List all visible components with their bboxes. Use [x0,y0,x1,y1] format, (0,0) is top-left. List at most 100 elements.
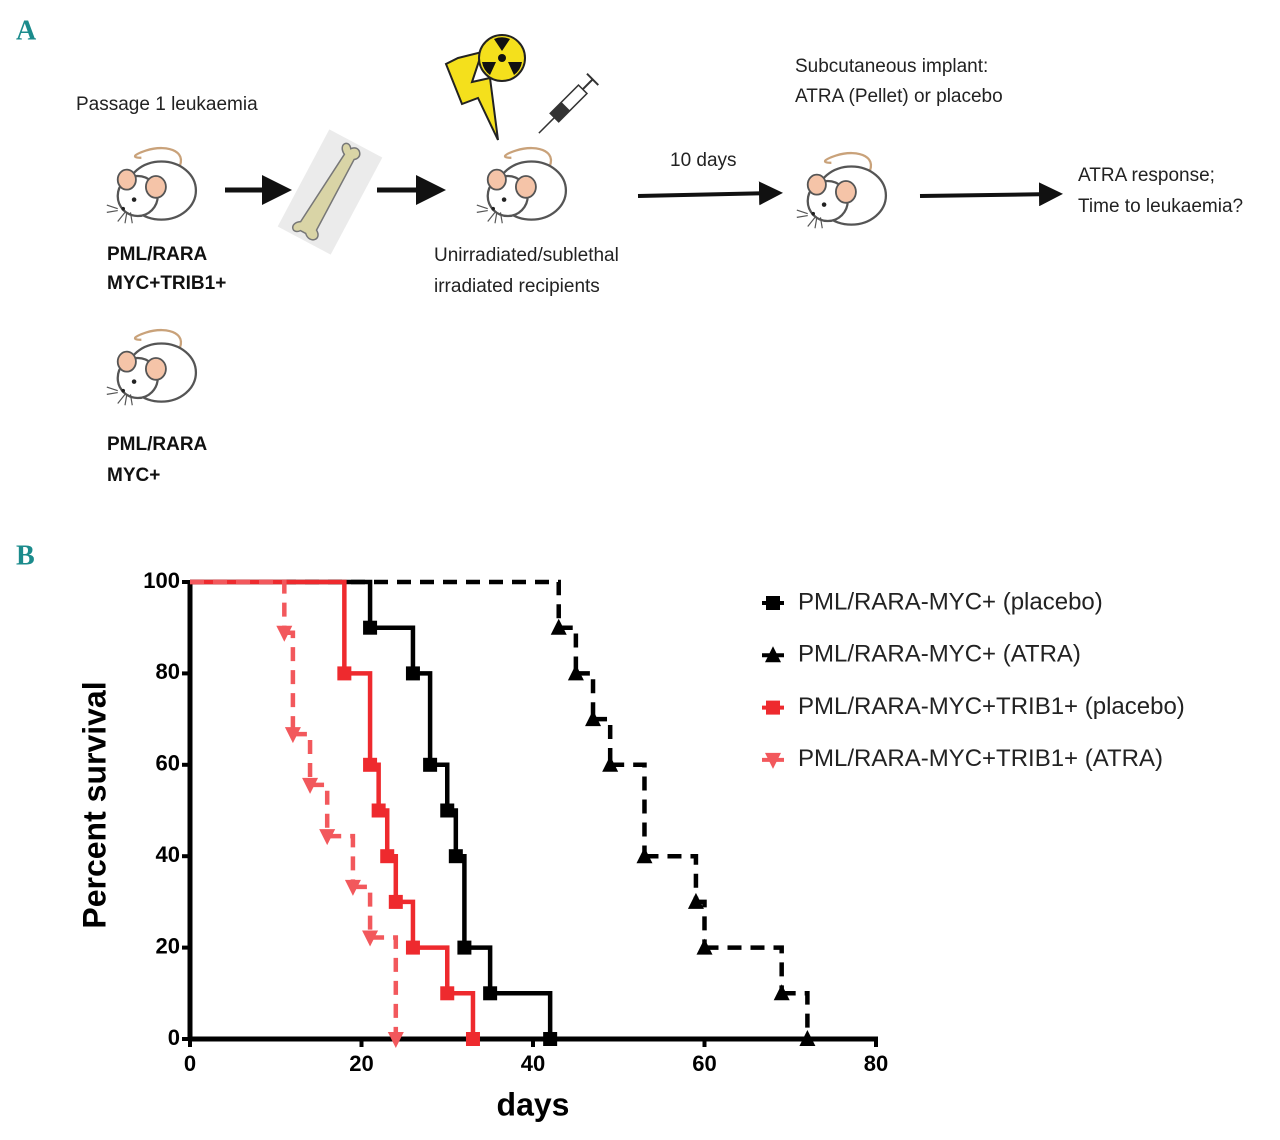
marker [363,620,378,635]
label: ATRA (Pellet) or placebo [795,86,1003,107]
label: Passage 1 leukaemia [76,94,258,115]
mouse-icon [475,146,568,225]
legend-label: PML/RARA-MYC+ (ATRA) [798,641,1081,668]
survival-step [344,671,373,765]
legend-label: PML/RARA-MYC+TRIB1+ (ATRA) [798,745,1163,772]
marker [405,666,420,681]
marker [567,664,584,681]
marker [276,625,293,642]
label: MYC+ [107,465,160,486]
survival-step [412,671,433,765]
survival-step [327,833,356,887]
marker [302,777,319,794]
x-tick-label: 40 [521,1051,545,1076]
marker [380,849,395,864]
series [190,579,810,1039]
arrow [637,181,783,206]
survival-step [490,991,553,1039]
marker [337,666,352,681]
marker [319,829,336,846]
marker [371,803,386,818]
arrow [919,182,1063,207]
radiation-icon [478,34,526,82]
survival-step [558,625,579,674]
marker [543,1032,558,1046]
survival-step [190,579,347,674]
panel-label: A [16,15,37,46]
marker [440,986,455,1001]
survival-step [575,671,596,720]
y-tick-label: 60 [156,751,180,776]
survival-step [464,945,493,994]
survival-step [412,945,450,994]
survival-step [704,945,784,994]
syringe-icon [538,73,599,134]
series [190,579,476,1039]
survival-step [352,884,373,938]
survival-step [292,731,313,785]
mouse-icon [795,151,888,230]
mouse-icon [105,328,198,407]
label: PML/RARA [107,244,208,265]
marker [799,1030,816,1046]
survival-step [310,782,330,837]
survival-step [781,991,810,1039]
y-axis-title: Percent survival [76,681,112,928]
series [190,579,553,1039]
y-tick-label: 20 [156,933,180,958]
x-tick-label: 60 [692,1051,716,1076]
label: Unirradiated/sublethal [434,245,619,266]
x-tick-label: 80 [864,1051,888,1076]
survival-step [190,579,287,633]
bone-icon [277,129,383,255]
marker [363,757,378,772]
marker [465,1032,480,1046]
marker [696,938,713,955]
survival-step [447,991,476,1039]
label: PML/RARA [107,434,208,455]
survival-step [593,716,613,765]
mouse-icon [105,146,198,225]
marker [483,986,498,1001]
survival-step [610,762,647,857]
marker [773,984,790,1001]
panel-label: B [16,540,35,571]
legend-label: PML/RARA-MYC+ (placebo) [798,588,1103,615]
survival-step [455,853,467,948]
legend-label: PML/RARA-MYC+TRIB1+ (placebo) [798,693,1185,720]
marker [362,930,379,947]
label: irradiated recipients [434,276,600,297]
marker [284,727,301,744]
y-tick-label: 0 [168,1025,180,1050]
chart: days Percent survival 0 20 40 60 80 100 0 20 40 6… [76,568,1184,1123]
marker [585,710,602,727]
x-axis-title: days [497,1086,570,1122]
marker [344,879,361,896]
marker [387,1032,404,1048]
y-tick-label: 80 [156,659,180,684]
marker [457,940,472,955]
survival-step [370,935,399,1039]
y-tick-label: 40 [156,842,180,867]
survival-step [370,625,416,674]
marker [448,849,463,864]
marker [405,940,420,955]
label: Subcutaneous implant: [795,56,988,77]
marker [440,803,455,818]
survival-step [284,630,296,735]
label: Time to leukaemia? [1078,196,1243,217]
label: 10 days [670,150,737,171]
marker [550,618,567,635]
marker [636,847,653,864]
series [190,579,399,1039]
x-tick-label: 20 [349,1051,373,1076]
survival-step [644,853,699,902]
y-tick-label: 100 [143,568,180,593]
marker [423,757,438,772]
marker [388,894,403,909]
label: ATRA response; [1078,165,1215,186]
marker [602,755,619,772]
marker [687,892,704,909]
diagram: Passage 1 leukaemia PML/RARA MYC+TRIB1+ … [76,34,1243,486]
